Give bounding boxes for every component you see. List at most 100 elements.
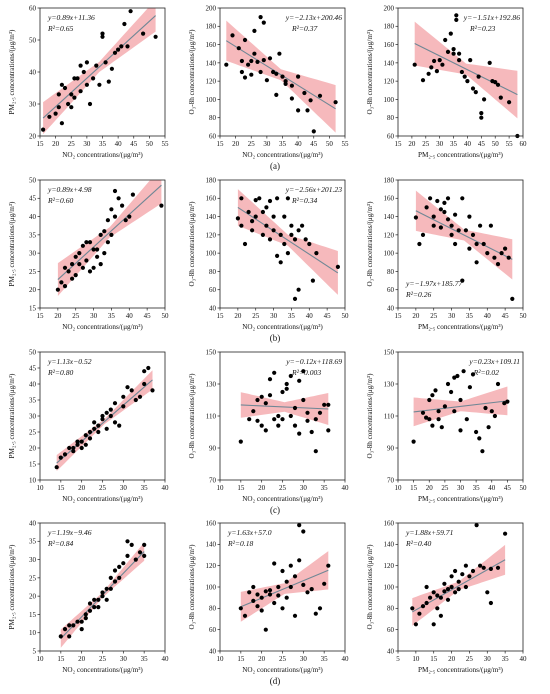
x-tick-label: 15: [57, 484, 65, 492]
x-tick-label: 10: [37, 655, 45, 663]
y-tick-label: 35: [29, 396, 37, 404]
data-point: [66, 101, 71, 107]
data-point: [267, 592, 273, 597]
y-axis-title: O₃-8h concentrations/(μg/m³): [188, 201, 196, 287]
data-point: [432, 58, 437, 64]
data-point: [296, 74, 301, 79]
data-point: [424, 415, 429, 420]
data-point: [112, 50, 118, 55]
data-point: [292, 574, 298, 579]
x-tick-label: 50: [162, 312, 170, 320]
data-point: [137, 550, 143, 555]
y-tick-label: 50: [29, 36, 37, 44]
x-axis-title: NO₂ concentrations/(μg/m³): [62, 323, 143, 331]
y-tick-label: 40: [387, 647, 395, 655]
data-point: [431, 590, 436, 595]
data-point: [478, 563, 483, 568]
data-point: [83, 442, 88, 447]
y-tick-label: 20: [29, 286, 37, 294]
y-axis-title: PM₂.₅ concentrations/(μg/m³): [8, 373, 16, 458]
r-squared-label: R²=0.003: [291, 368, 321, 377]
data-point: [253, 198, 258, 203]
data-point: [276, 593, 281, 598]
data-point: [410, 606, 415, 611]
x-tick-label: 25: [430, 312, 438, 320]
data-point: [476, 74, 481, 79]
data-point: [250, 228, 255, 233]
data-point: [238, 439, 243, 444]
data-point: [96, 429, 101, 435]
data-point: [123, 218, 128, 223]
data-point: [56, 92, 61, 97]
data-point: [252, 51, 257, 56]
data-point: [413, 622, 418, 627]
data-point: [499, 251, 504, 256]
data-point: [485, 590, 490, 595]
y-tick-label: 140: [384, 59, 395, 67]
data-point: [313, 449, 318, 454]
data-point: [129, 542, 134, 548]
data-point: [261, 20, 266, 25]
data-point: [112, 188, 118, 194]
scatter-panel-4-2: 10 15 20 25 30 35 40 40 60 80 100 120 140 160 NO₂ conc…: [188, 519, 349, 674]
data-point: [121, 394, 126, 399]
data-point: [309, 587, 314, 592]
data-point: [411, 439, 416, 444]
data-point: [69, 92, 74, 97]
data-point: [307, 241, 312, 247]
data-point: [462, 74, 467, 79]
data-point: [159, 203, 164, 208]
data-point: [62, 85, 68, 91]
y-tick-label: 60: [387, 132, 395, 140]
data-point: [301, 529, 306, 534]
data-point: [489, 409, 494, 414]
x-tick-label: 50: [146, 140, 154, 148]
data-point: [276, 413, 281, 419]
data-point: [70, 276, 75, 281]
data-point: [47, 114, 52, 119]
y-axis-title: PM₂.₅ concentrations/(μg/m³): [8, 201, 16, 286]
data-point: [445, 597, 451, 602]
regression-line: [415, 210, 513, 260]
data-point: [104, 410, 109, 415]
data-point: [128, 9, 133, 14]
data-point: [133, 397, 138, 403]
data-point: [98, 262, 103, 267]
data-point: [125, 44, 130, 49]
x-tick-label: 20: [408, 140, 416, 148]
data-point: [66, 269, 71, 274]
data-point: [83, 612, 88, 617]
regression-equation: y=1.88x+59.71: [405, 528, 453, 537]
data-point: [102, 251, 107, 256]
x-axis-title: PM₂.₅ concentrations/(μg/m³): [418, 495, 503, 503]
x-tick-label: 5: [396, 655, 400, 663]
data-point: [449, 232, 454, 237]
data-point: [108, 413, 113, 419]
y-tick-label: 10: [29, 629, 37, 637]
data-point: [420, 78, 426, 83]
x-tick-label: 25: [279, 655, 287, 663]
r-squared-label: R²=0.02: [473, 368, 500, 377]
x-tick-label: 30: [120, 484, 128, 492]
x-tick-label: 35: [466, 312, 474, 320]
data-point: [313, 611, 318, 616]
data-point: [251, 584, 256, 590]
data-point: [259, 595, 264, 600]
data-point: [105, 218, 110, 223]
data-point: [62, 265, 68, 270]
data-point: [463, 584, 468, 590]
data-point: [449, 389, 454, 395]
data-point: [495, 262, 501, 267]
y-tick-label: 100: [206, 96, 217, 104]
data-point: [260, 209, 265, 215]
data-point: [285, 251, 290, 256]
x-tick-label: 35: [99, 140, 107, 148]
data-point: [104, 426, 109, 431]
scatter-panel-2-3: 15 20 25 30 35 40 45 50 40 60 80 100 120 140 160 180 PM₂…: [366, 176, 527, 331]
x-tick-label: 45: [504, 484, 512, 492]
data-point: [92, 420, 97, 425]
y-tick-label: 180: [206, 23, 217, 31]
x-axis-title: NO₂ concentrations/(μg/m³): [62, 666, 143, 674]
